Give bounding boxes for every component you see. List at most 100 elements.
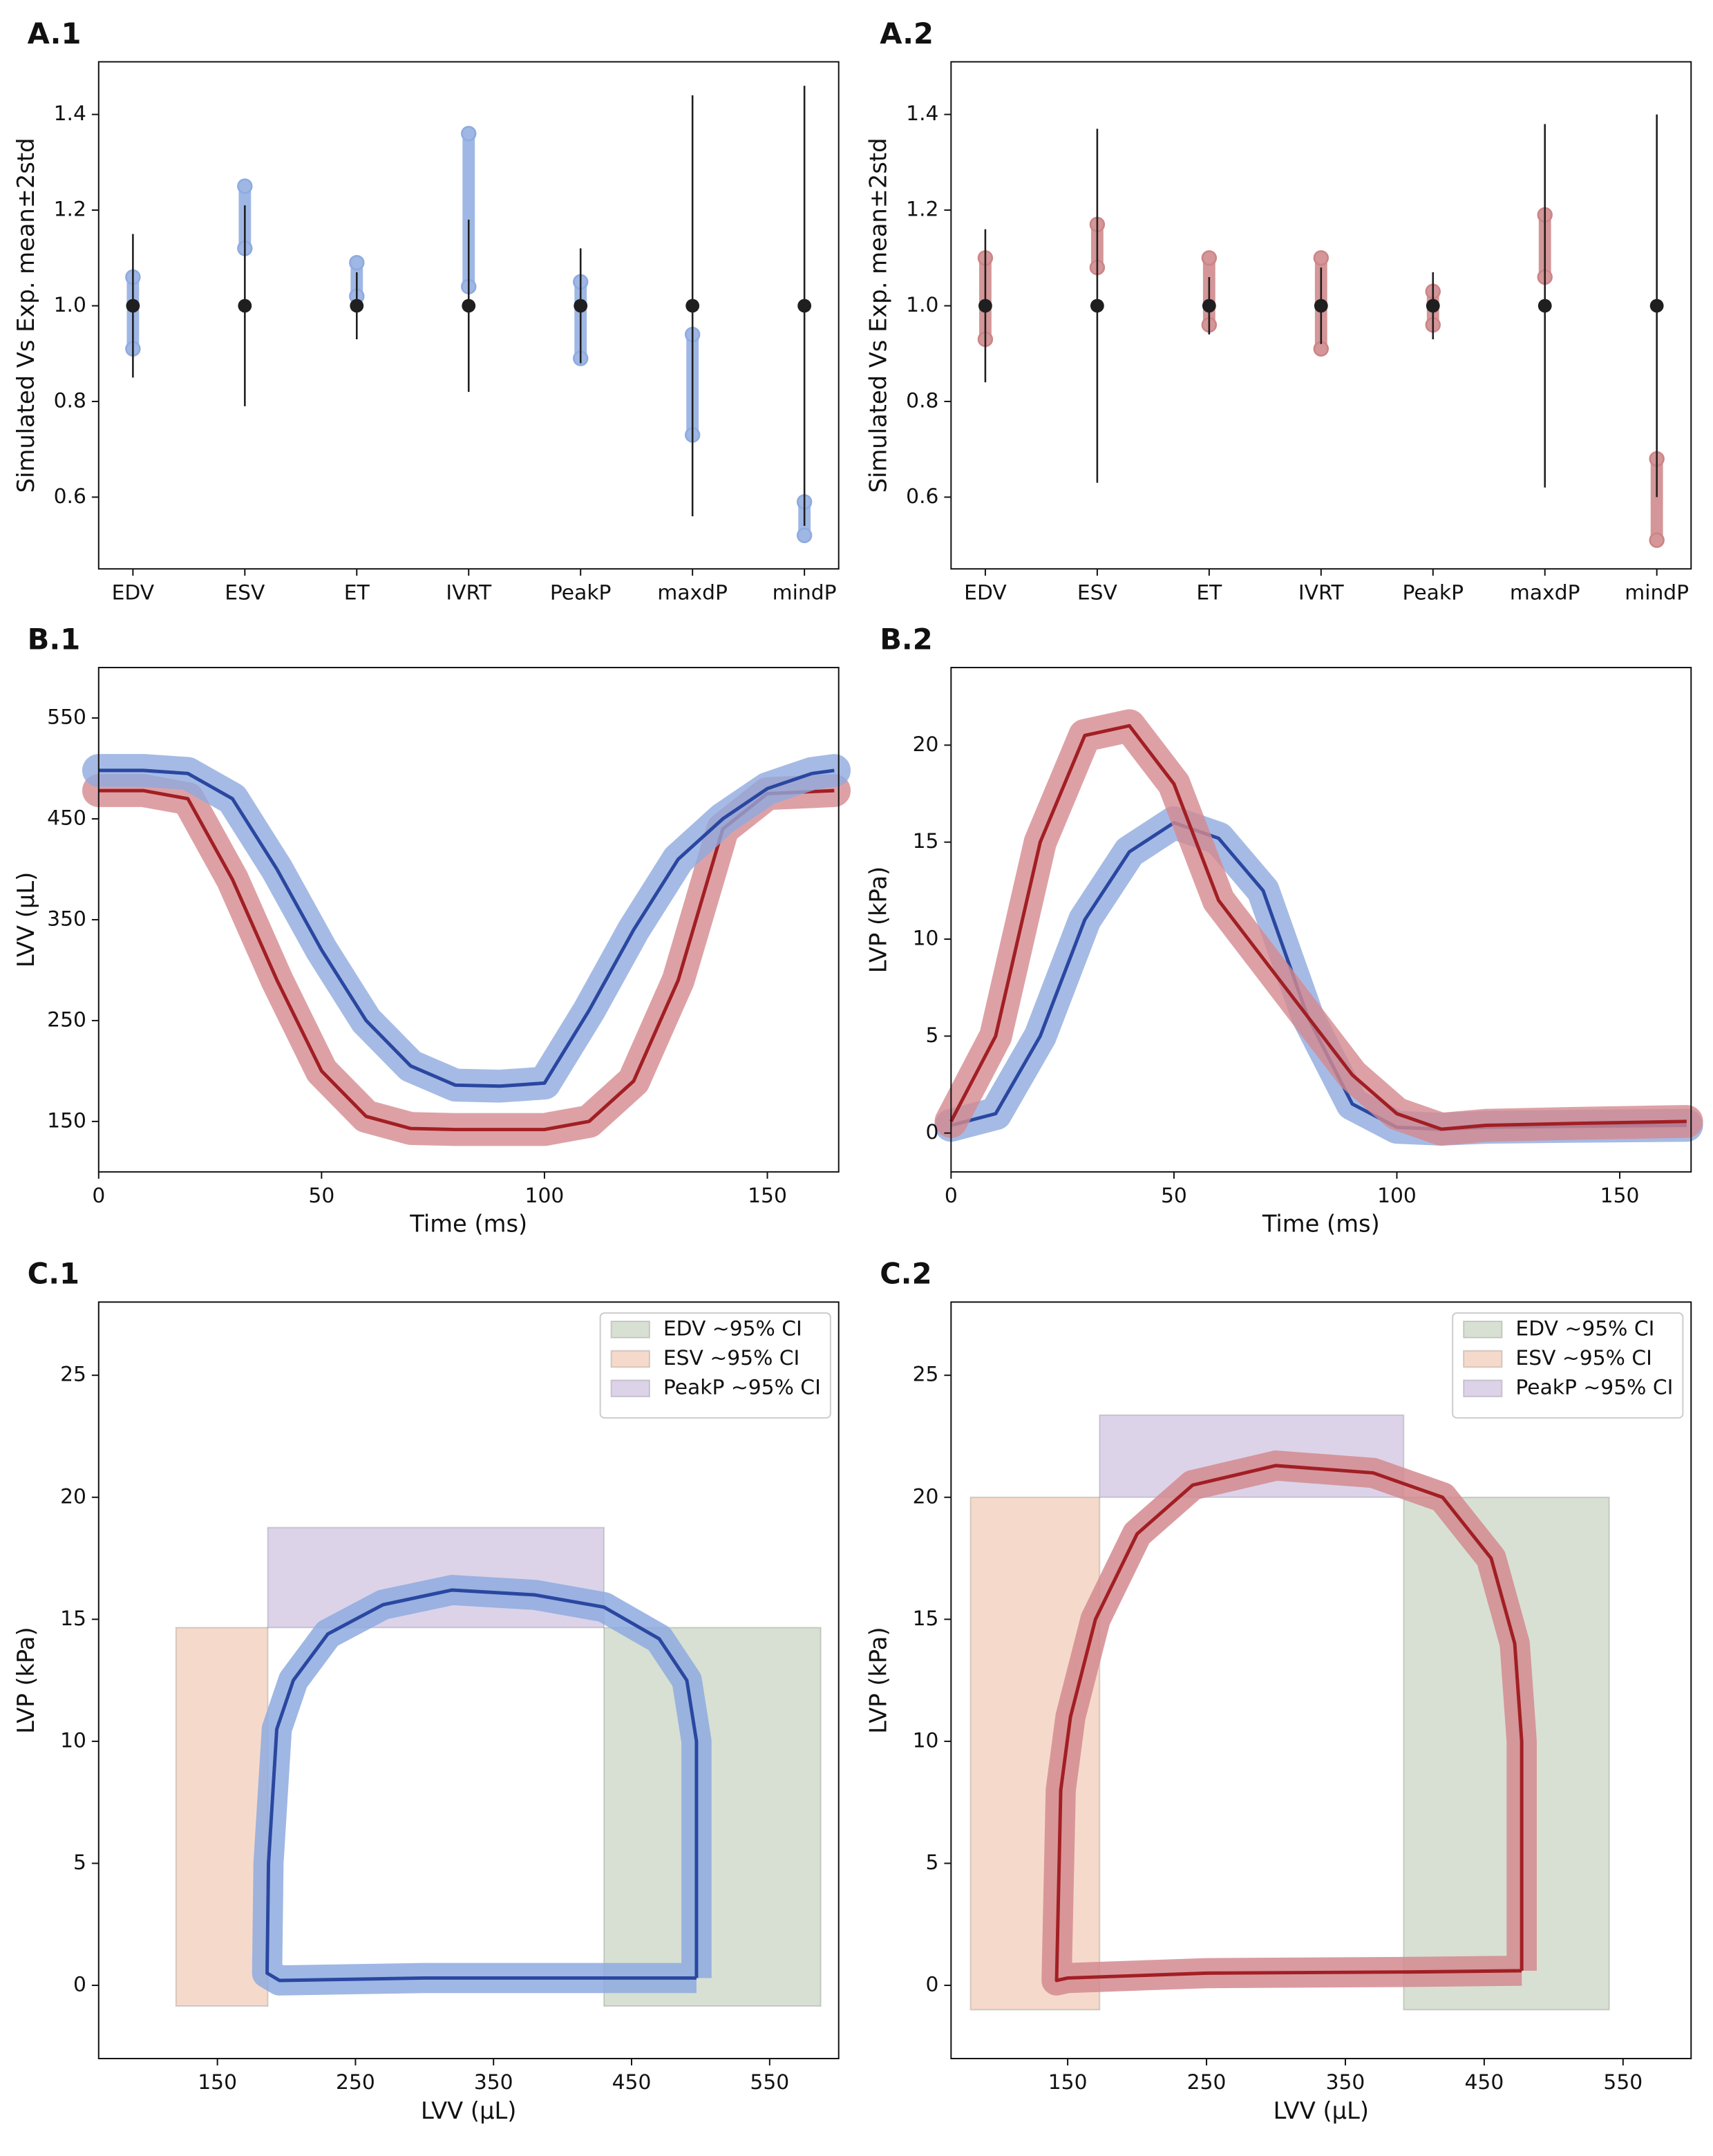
legend-label: PeakP ~95% CI <box>663 1376 821 1400</box>
ci-region <box>1403 1496 1610 2011</box>
x-tick-label: maxdP <box>1510 580 1580 605</box>
y-tick-label: 15 <box>913 829 939 853</box>
experimental-mean <box>574 299 588 313</box>
y-axis-label: LVP (kPa) <box>12 1627 39 1733</box>
x-tick-label: 550 <box>750 2070 789 2094</box>
legend-label: PeakP ~95% CI <box>1515 1376 1673 1400</box>
y-tick-label: 1.4 <box>54 102 86 126</box>
x-tick-label: 350 <box>1326 2070 1365 2094</box>
y-tick-label: 1.0 <box>906 293 938 317</box>
x-tick-label: ESV <box>225 580 265 605</box>
x-tick-label: 250 <box>1187 2070 1227 2094</box>
x-tick-label: IVRT <box>1298 580 1345 605</box>
axes-frame <box>97 667 840 1173</box>
x-tick-label: ET <box>1196 580 1222 605</box>
x-tick-label: mindP <box>773 580 837 605</box>
x-tick-label: ET <box>344 580 370 605</box>
legend-swatch <box>1463 1321 1503 1339</box>
ci-region <box>603 1627 822 2007</box>
y-tick-label: 450 <box>47 806 86 830</box>
y-axis-label: LVV (µL) <box>12 872 39 967</box>
simulated-point <box>349 254 365 271</box>
experimental-mean <box>238 299 252 313</box>
simulated-point <box>796 527 813 543</box>
y-tick-label: 0.8 <box>54 388 86 413</box>
x-tick-label: PeakP <box>1402 580 1464 605</box>
y-tick-label: 15 <box>913 1607 939 1631</box>
mean-loop <box>265 1588 699 1983</box>
axes-frame <box>97 61 840 570</box>
y-tick-label: 10 <box>60 1728 86 1752</box>
y-tick-label: 0 <box>926 1973 939 1997</box>
x-tick-label: 150 <box>1600 1184 1640 1208</box>
y-tick-label: 1.2 <box>54 198 86 222</box>
experimental-mean <box>1537 299 1552 313</box>
y-tick-label: 150 <box>47 1108 86 1133</box>
x-tick-label: ESV <box>1077 580 1118 605</box>
axes-frame <box>97 1301 840 2059</box>
x-tick-label: 150 <box>748 1184 787 1208</box>
x-tick-label: 550 <box>1603 2070 1643 2094</box>
simulated-point <box>1649 532 1665 548</box>
x-tick-label: 250 <box>336 2070 375 2094</box>
mean-line <box>98 768 835 1088</box>
y-tick-label: 0.6 <box>54 484 86 509</box>
experimental-mean <box>1649 299 1664 313</box>
experimental-mean <box>350 299 364 313</box>
legend-label: EDV ~95% CI <box>663 1316 802 1341</box>
legend-box <box>1452 1312 1684 1419</box>
experimental-mean <box>797 299 812 313</box>
x-tick-label: IVRT <box>446 580 492 605</box>
experimental-mean <box>1090 299 1104 313</box>
axes-frame <box>950 1301 1692 2059</box>
mean-loop <box>1054 1464 1524 1983</box>
y-tick-label: 250 <box>47 1008 86 1032</box>
experimental-mean <box>978 299 992 313</box>
y-tick-label: 550 <box>47 706 86 730</box>
y-tick-label: 20 <box>913 732 939 757</box>
experimental-mean <box>126 299 140 313</box>
legend-swatch <box>610 1379 651 1398</box>
panel-label: C.1 <box>28 1257 79 1291</box>
legend-swatch <box>610 1321 651 1339</box>
y-tick-label: 10 <box>913 1728 939 1752</box>
x-axis-label: LVV (µL) <box>421 2097 516 2124</box>
y-tick-label: 1.0 <box>54 293 86 317</box>
legend-swatch <box>610 1350 651 1368</box>
x-tick-label: mindP <box>1625 580 1689 605</box>
x-tick-label: 0 <box>945 1184 958 1208</box>
x-tick-label: 100 <box>1377 1184 1417 1208</box>
axes-frame <box>950 667 1692 1173</box>
x-tick-label: 50 <box>308 1184 334 1208</box>
x-axis-label: Time (ms) <box>1262 1211 1380 1238</box>
experimental-mean <box>685 299 700 313</box>
y-tick-label: 20 <box>60 1484 86 1509</box>
x-tick-label: EDV <box>112 580 155 605</box>
mean-line <box>949 724 1687 1131</box>
y-tick-label: 5 <box>926 1851 939 1875</box>
ensemble-band <box>934 806 1703 1146</box>
y-tick-label: 10 <box>913 927 939 951</box>
legend-label: EDV ~95% CI <box>1515 1316 1654 1341</box>
simulated-point <box>1201 250 1218 266</box>
y-axis-label: Simulated Vs Exp. mean±2std <box>865 138 892 493</box>
legend-label: ESV ~95% CI <box>663 1346 799 1370</box>
y-axis-label: Simulated Vs Exp. mean±2std <box>12 138 39 493</box>
experimental-mean <box>1426 299 1440 313</box>
x-tick-label: 450 <box>1465 2070 1504 2094</box>
legend-box <box>599 1312 831 1419</box>
y-tick-label: 0 <box>73 1973 86 1997</box>
x-tick-label: PeakP <box>550 580 612 605</box>
experimental-mean <box>1202 299 1216 313</box>
y-tick-label: 25 <box>60 1363 86 1387</box>
y-tick-label: 350 <box>47 907 86 931</box>
x-tick-label: EDV <box>964 580 1007 605</box>
y-tick-label: 5 <box>926 1023 939 1048</box>
y-tick-label: 25 <box>913 1363 939 1387</box>
y-axis-label: LVP (kPa) <box>865 867 892 973</box>
panel-label: A.1 <box>28 17 82 50</box>
simulated-point <box>461 126 477 142</box>
y-tick-label: 1.4 <box>906 102 938 126</box>
x-tick-label: 50 <box>1161 1184 1187 1208</box>
